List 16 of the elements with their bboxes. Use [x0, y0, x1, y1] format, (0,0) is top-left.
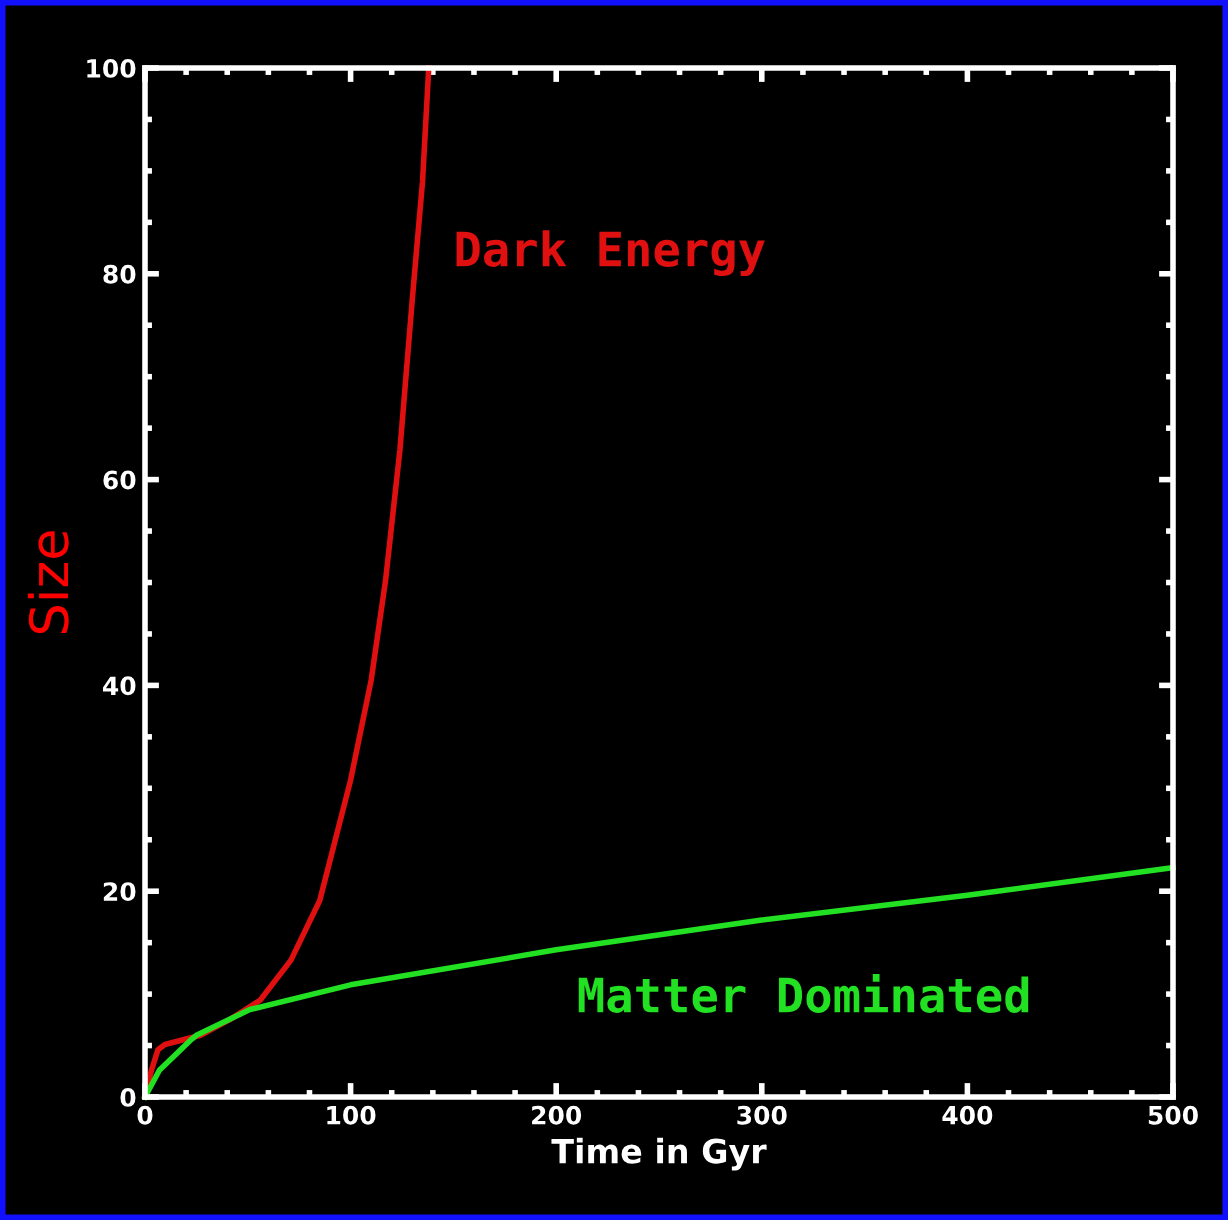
- x-tick-label: 300: [737, 1105, 787, 1125]
- x-axis-title: Time in Gyr: [551, 1137, 767, 1171]
- x-tick-label: 100: [327, 1105, 376, 1125]
- y-tick-label: 20: [103, 882, 136, 902]
- series-label: Dark Energy: [456, 230, 765, 277]
- x-tick-label: 0: [137, 1105, 153, 1125]
- y-tick-label: 60: [103, 470, 136, 490]
- series-label: Matter Dominated: [578, 973, 1029, 1013]
- x-tick-label: 200: [532, 1105, 582, 1125]
- y-axis-title: Size: [27, 531, 69, 634]
- y-tick-label: 100: [87, 58, 136, 78]
- y-tick-label: 80: [103, 264, 136, 284]
- x-tick-label: 500: [1148, 1105, 1198, 1125]
- y-tick-label: 40: [103, 676, 136, 696]
- x-tick-label: 400: [942, 1105, 993, 1125]
- y-tick-label: 0: [120, 1087, 136, 1107]
